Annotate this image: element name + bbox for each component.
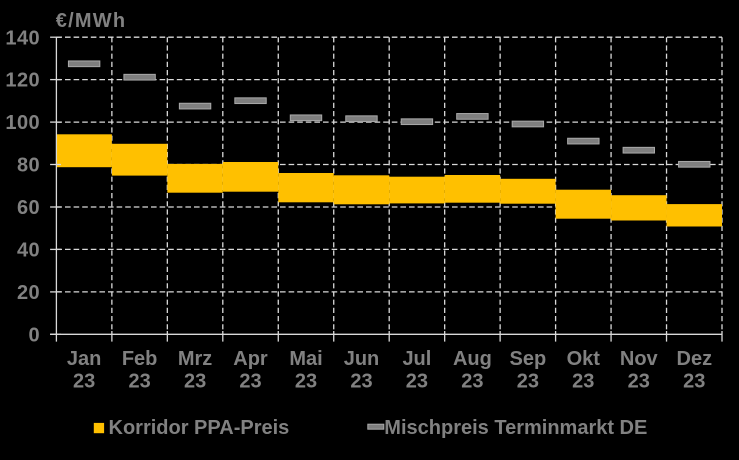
svg-text:Nov: Nov bbox=[620, 348, 659, 370]
svg-text:23: 23 bbox=[461, 371, 483, 393]
svg-text:23: 23 bbox=[350, 371, 372, 393]
svg-text:23: 23 bbox=[295, 371, 317, 393]
svg-text:100: 100 bbox=[5, 112, 40, 134]
svg-text:Jul: Jul bbox=[402, 348, 431, 370]
svg-text:Dez: Dez bbox=[677, 348, 713, 370]
svg-text:23: 23 bbox=[73, 371, 95, 393]
svg-text:Aug: Aug bbox=[453, 348, 492, 370]
svg-text:23: 23 bbox=[572, 371, 594, 393]
svg-text:Okt: Okt bbox=[567, 348, 601, 370]
svg-text:140: 140 bbox=[5, 27, 40, 49]
svg-text:80: 80 bbox=[17, 155, 40, 177]
svg-text:Mrz: Mrz bbox=[178, 348, 212, 370]
svg-text:23: 23 bbox=[628, 371, 650, 393]
svg-text:0: 0 bbox=[28, 324, 40, 346]
svg-text:40: 40 bbox=[17, 240, 40, 262]
svg-text:€/MWh: €/MWh bbox=[56, 10, 126, 32]
svg-text:60: 60 bbox=[17, 197, 40, 219]
svg-text:Sep: Sep bbox=[510, 348, 547, 370]
svg-text:120: 120 bbox=[5, 70, 40, 92]
svg-text:Korridor PPA-Preis: Korridor PPA-Preis bbox=[109, 417, 290, 439]
svg-text:23: 23 bbox=[517, 371, 539, 393]
svg-text:20: 20 bbox=[17, 282, 40, 304]
svg-text:23: 23 bbox=[683, 371, 705, 393]
svg-text:Feb: Feb bbox=[122, 348, 158, 370]
svg-text:23: 23 bbox=[184, 371, 206, 393]
svg-text:Jan: Jan bbox=[67, 348, 101, 370]
svg-text:Mischpreis Terminmarkt DE: Mischpreis Terminmarkt DE bbox=[384, 417, 647, 439]
svg-text:23: 23 bbox=[239, 371, 261, 393]
svg-text:23: 23 bbox=[128, 371, 150, 393]
svg-text:Jun: Jun bbox=[344, 348, 380, 370]
svg-text:Mai: Mai bbox=[289, 348, 322, 370]
svg-text:23: 23 bbox=[406, 371, 428, 393]
svg-text:Apr: Apr bbox=[233, 348, 268, 370]
